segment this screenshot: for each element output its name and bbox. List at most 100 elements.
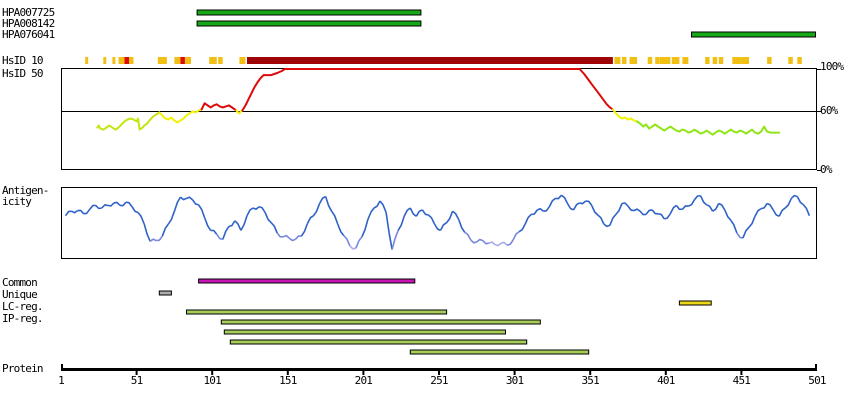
antigenicity-curve-segment: [512, 231, 520, 241]
antigenicity-curve-segment: [156, 235, 163, 242]
identity-curve-segment: [96, 111, 161, 131]
identity-mark: [797, 57, 802, 64]
antigenicity-curve-segment: [585, 200, 593, 206]
antigenicity-curve-segment: [452, 210, 460, 220]
antigenicity-curve-segment: [264, 212, 272, 224]
antigenicity-curve-segment: [572, 202, 580, 211]
region-bar-unique: [158, 290, 172, 296]
identity-mark: [682, 57, 689, 64]
antigenicity-curve-segment: [488, 241, 496, 246]
antigenicity-curve-segment: [470, 239, 478, 244]
antigenicity-curve-segment: [590, 205, 599, 216]
identity-mark: [655, 57, 660, 64]
antigenicity-curve-segment: [445, 210, 454, 224]
identity-mark: [185, 57, 191, 64]
identity-mark: [629, 57, 638, 64]
antigenicity-curve-segment: [216, 233, 224, 241]
ytick-0-mark: [817, 170, 821, 171]
identity-mark: [712, 57, 718, 64]
antigenicity-curve-segment: [784, 198, 793, 209]
region-label-ip-reg: IP-reg.: [2, 312, 44, 325]
identity-mark: [247, 57, 613, 64]
antigenicity-label-line1: Antigen-: [2, 184, 49, 197]
antigenicity-curve-segment: [312, 203, 321, 217]
antigenicity-curve-segment: [361, 219, 369, 238]
antigen-coverage-bar-2: [196, 20, 422, 27]
antigenicity-curve-segment: [500, 241, 508, 246]
antigenicity-curve-segment: [579, 200, 587, 205]
antigenicity-curve-segment: [730, 219, 738, 234]
antigenicity-curve-segment: [143, 223, 151, 242]
ytick-label-60: 60%: [820, 104, 838, 117]
identity-mark: [705, 57, 710, 64]
antigenicity-label-line2: icity: [2, 195, 32, 208]
protein-axis-tick: [362, 371, 365, 375]
region-bar-lcreg: [678, 300, 712, 306]
antigenicity-curve-segment: [324, 196, 333, 212]
ytick-100-mark: [817, 69, 821, 70]
antigenicity-curve-segment: [343, 234, 351, 247]
antigenicity-curve-segment: [802, 204, 811, 217]
antigenicity-curve-segment: [64, 210, 72, 217]
antigenicity-curve-segment: [669, 204, 677, 215]
identity-mark: [180, 57, 185, 64]
antigenicity-curve-segment: [186, 196, 194, 201]
antigenicity-curve-segment: [778, 207, 786, 217]
antigenicity-curve-segment: [518, 223, 526, 233]
antigenicity-curve-segment: [645, 209, 653, 215]
identity-mark: [112, 57, 116, 64]
antigenicity-curve-segment: [464, 231, 472, 241]
antigenicity-curve-segment: [603, 223, 611, 228]
hsid50-label: HsID 50: [2, 67, 44, 80]
antigenicity-curve-segment: [191, 199, 199, 206]
antigenicity-curve-segment: [555, 194, 563, 200]
antigenicity-curve-segment: [246, 207, 254, 217]
axis-tick-label: 351: [581, 374, 599, 387]
protein-axis-tick: [740, 371, 743, 375]
antigenicity-curve-segment: [421, 209, 429, 216]
antigenicity-curve-segment: [349, 245, 356, 250]
antigenicity-curve-segment: [664, 213, 671, 220]
antigenicity-curve-segment: [179, 196, 187, 201]
antigenicity-curve-segment: [300, 223, 309, 237]
identity-mark: [614, 57, 621, 64]
antigenicity-curve-segment: [403, 207, 411, 217]
identity-mark: [239, 57, 246, 64]
region-label-lc-reg: LC-reg.: [2, 300, 44, 313]
protein-axis-tick: [438, 371, 440, 375]
protein-axis-tick: [513, 371, 516, 375]
antigenicity-curve-segment: [742, 226, 750, 239]
antigenicity-curve-segment: [506, 239, 514, 246]
axis-tick-label: 401: [657, 374, 675, 387]
identity-mark: [85, 57, 89, 64]
antigenicity-curve-segment: [718, 202, 726, 211]
antigenicity-curve-segment: [675, 204, 683, 211]
identity-mark: [718, 57, 724, 64]
antigenicity-curve-segment: [609, 213, 617, 226]
antigenicity-curve-segment: [639, 210, 647, 216]
antigenicity-curve-segment: [651, 209, 659, 215]
antigenicity-curve-segment: [234, 220, 242, 231]
axis-tick-label: 51: [130, 374, 143, 387]
antigenicity-curve-segment: [125, 201, 133, 208]
antigenicity-curve-segment: [621, 202, 629, 207]
antigenicity-curve-segment: [693, 195, 701, 201]
antigenicity-curve-segment: [71, 209, 79, 214]
identity-curve-segment: [611, 108, 639, 123]
antigenicity-curve-segment: [548, 197, 556, 208]
region-bar-ipreg: [409, 349, 590, 355]
antigenicity-curve-segment: [367, 207, 375, 220]
identity-mark: [174, 57, 181, 64]
antigenicity-curve-segment: [699, 195, 708, 206]
antigenicity-curve-segment: [457, 219, 466, 233]
antigenicity-curve-segment: [203, 217, 212, 231]
antigenicity-curve-segment: [748, 215, 756, 228]
antigenicity-curve-segment: [131, 206, 139, 214]
antigenicity-curve-segment: [724, 209, 732, 221]
antigenicity-curve-segment: [161, 223, 170, 237]
ytick-label-0: 0%: [820, 163, 832, 176]
antigenicity-curve-segment: [439, 222, 448, 231]
antigenicity-curve-segment: [476, 238, 484, 243]
